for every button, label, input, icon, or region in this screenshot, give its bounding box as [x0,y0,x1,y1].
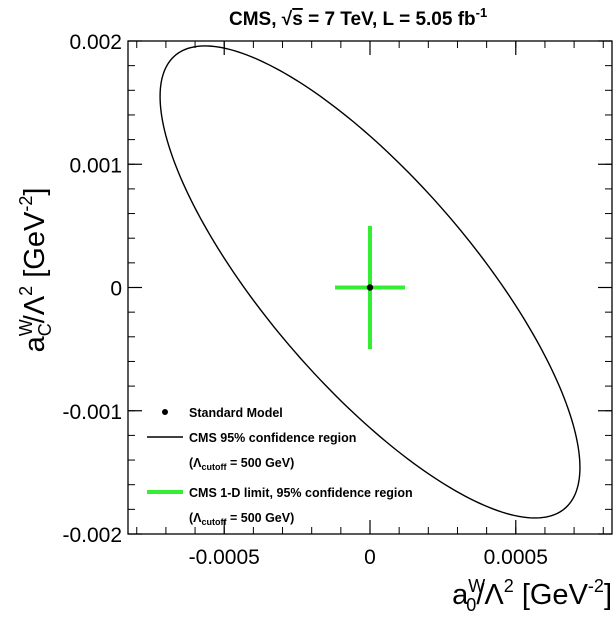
y-tick-label: -0.002 [62,524,122,547]
legend-item-cutoff-1: (Λcutoff = 500 GeV) [189,456,294,472]
standard-model-point [366,284,374,291]
legend-dot-marker [162,409,168,415]
title-s: s [292,9,303,30]
x-tick-label: -0.0005 [189,546,260,569]
y-tick-label: 0.002 [69,31,122,54]
x-tick-label: 0 [364,546,376,569]
major-ticks [128,40,612,535]
legend-item-cutoff-2: (Λcutoff = 500 GeV) [189,511,294,527]
legend: Standard Model CMS 95% confidence region… [147,406,413,527]
legend-item-1d-limit: CMS 1-D limit, 95% confidence region [189,486,413,500]
y-axis-label: aWC/Λ2 [GeV-2] [16,188,55,353]
y-tick-label: 0 [110,278,122,301]
x-tick-label: 0.0005 [484,546,548,569]
y-tick-label: -0.001 [62,401,122,424]
chart-title: CMS, √s = 7 TeV, L = 5.05 fb-1 [229,5,487,30]
minor-ticks [128,40,612,535]
legend-item-confidence-region: CMS 95% confidence region [189,431,356,445]
x-axis-label: aW 0/Λ2 [GeV-2] [452,576,612,615]
confidence-region-ellipse [159,45,581,519]
tick-labels: -0.0005 0 0.0005 0.002 0.001 0 -0.001 -0.002 [62,31,547,569]
y-tick-label: 0.001 [69,154,122,177]
legend-item-standard-model: Standard Model [189,406,283,420]
